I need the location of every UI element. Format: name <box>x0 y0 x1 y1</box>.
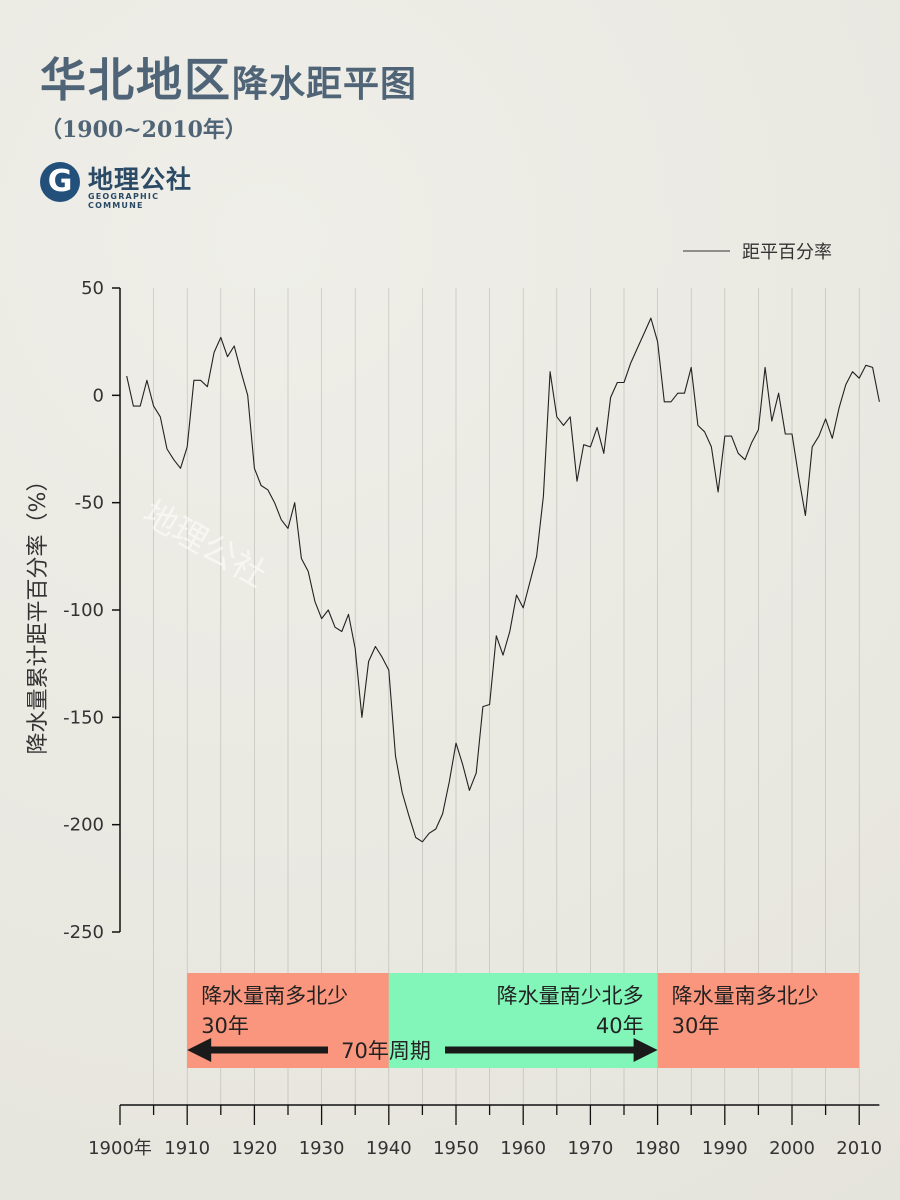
period-years: 30年 <box>201 1014 249 1038</box>
x-tick-label: 1930 <box>299 1138 345 1159</box>
period-subtitle: （1900~2010年） <box>40 117 247 143</box>
arrow-head-left-icon <box>187 1038 212 1062</box>
period-band <box>657 973 860 1068</box>
y-tick-label: 50 <box>81 278 104 299</box>
watermark: 地理公社 <box>136 493 274 596</box>
x-tick-label: 1990 <box>702 1138 748 1159</box>
logo-name-en: GEOGRAPHIC COMMUNE <box>88 192 160 210</box>
y-axis-label: 降水量累计距平百分率（%） <box>26 470 51 755</box>
x-tick-label: 1950 <box>433 1138 479 1159</box>
page-title: 华北地区降水距平图 <box>40 44 417 110</box>
brand-logo: G 地理公社 GEOGRAPHIC COMMUNE <box>40 160 215 210</box>
y-tick-label: 0 <box>93 385 104 406</box>
x-tick-label: 1980 <box>635 1138 681 1159</box>
x-tick-label: 1970 <box>567 1138 613 1159</box>
x-tick-label: 1960 <box>500 1138 546 1159</box>
x-tick-label: 1910 <box>164 1138 210 1159</box>
series-lines <box>126 317 880 843</box>
logo-name-cn: 地理公社 <box>88 165 193 194</box>
title-sub: 降水距平图 <box>232 64 418 105</box>
y-tick-label: -150 <box>63 707 104 728</box>
period-label: 降水量南少北多 <box>497 984 644 1008</box>
y-tick-label: -250 <box>63 922 104 943</box>
period-years: 30年 <box>672 1014 720 1038</box>
period-label: 降水量南多北少 <box>201 984 348 1008</box>
x-tick-label: 1900年 <box>88 1138 152 1159</box>
title-main: 华北地区 <box>40 53 232 107</box>
logo-g-icon: G <box>40 162 80 202</box>
arrow-head-right-icon <box>633 1038 658 1062</box>
cycle-label: 70年周期 <box>341 1039 431 1063</box>
x-tick-label: 2000 <box>769 1138 815 1159</box>
y-tick-label: -100 <box>63 600 104 621</box>
vertical-gridlines <box>153 288 860 1105</box>
series-line <box>126 317 880 843</box>
x-tick-label: 1920 <box>231 1138 277 1159</box>
period-years: 40年 <box>596 1014 644 1038</box>
period-bands: 降水量南多北少 30年 降水量南少北多 40年 降水量南多北少 30年 70年周期 <box>187 973 860 1068</box>
y-tick-label: -50 <box>75 493 104 514</box>
x-tick-label: 2010 <box>836 1138 882 1159</box>
legend: 距平百分率 <box>683 242 832 263</box>
x-ticks: 1900年 1910 1920 1930 1940 1950 1960 1970 1980 199… <box>88 1105 882 1159</box>
x-tick-label: 1940 <box>366 1138 412 1159</box>
y-ticks: 50 0 -50 -100 -150 -200 -250 <box>63 278 120 943</box>
y-tick-label: -200 <box>63 815 104 836</box>
legend-label: 距平百分率 <box>742 242 832 263</box>
period-label: 降水量南多北少 <box>672 984 819 1008</box>
